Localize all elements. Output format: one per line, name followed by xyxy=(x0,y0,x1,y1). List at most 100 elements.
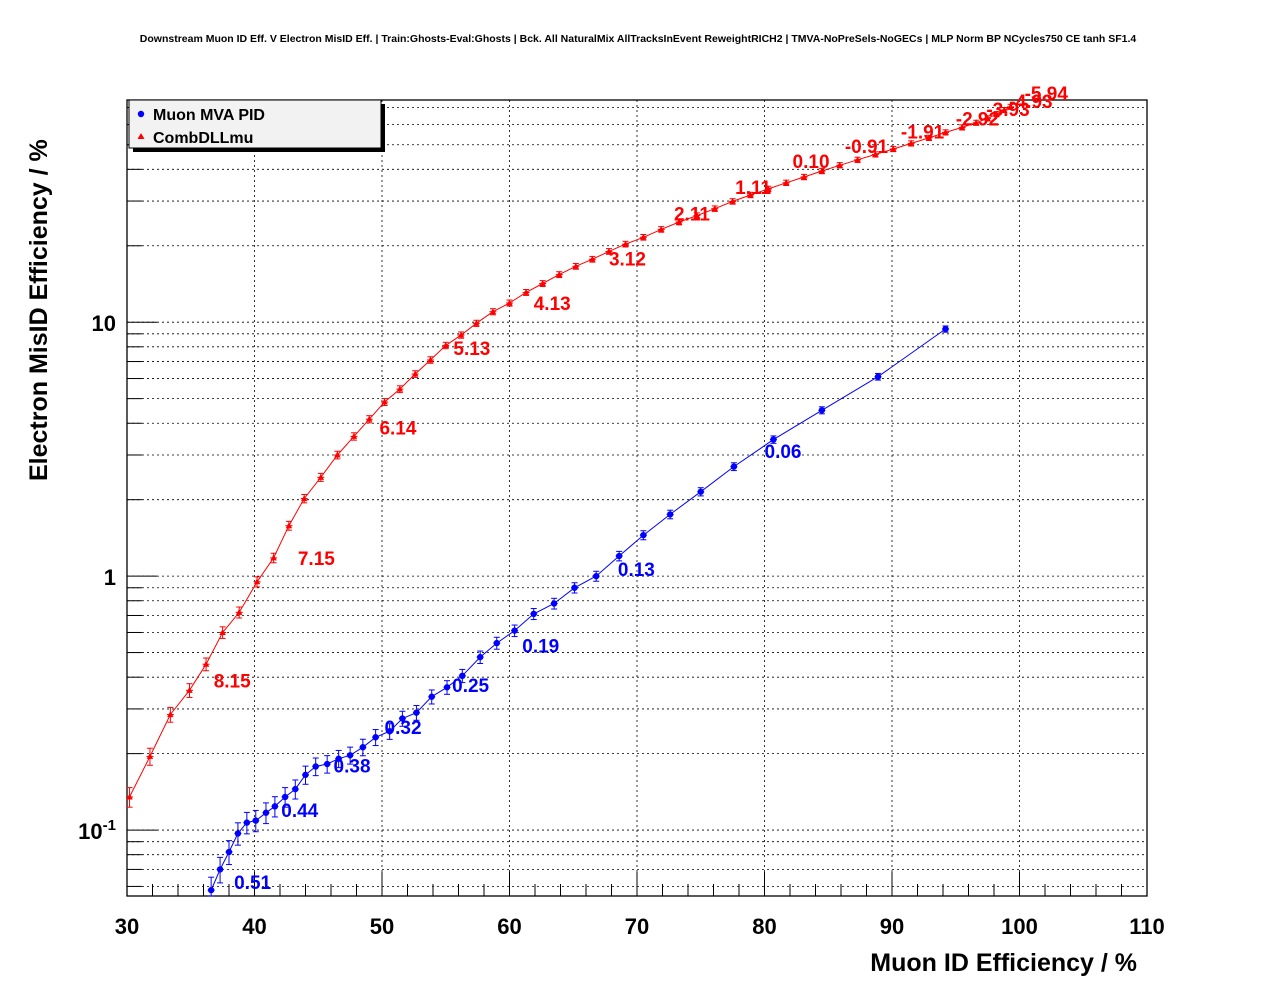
data-point-muon-mva-pid xyxy=(234,822,242,846)
legend: Muon MVA PID CombDLLmu xyxy=(128,99,385,152)
data-point-combdllmu xyxy=(555,271,563,279)
data-point-muon-mva-pid xyxy=(346,746,354,765)
data-point-muon-mva-pid xyxy=(262,802,270,825)
data-point-muon-mva-pid xyxy=(476,650,484,664)
data-point-muon-mva-pid xyxy=(281,787,289,808)
data-point-muon-mva-pid xyxy=(511,624,519,638)
point-label-muon-mva-pid: 0.44 xyxy=(281,801,318,822)
data-point-muon-mva-pid xyxy=(323,755,331,774)
data-point-combdllmu xyxy=(506,299,513,307)
point-label-combdllmu: -1.91 xyxy=(901,122,945,143)
point-labels: 0.51 0.44 0.38 0.32 0.25 0.19 0.13 0.06 8.15 7.15… xyxy=(214,84,1069,894)
data-point-combdllmu xyxy=(854,156,862,163)
data-point-combdllmu xyxy=(800,173,808,181)
data-point-combdllmu xyxy=(457,331,465,339)
data-point-muon-mva-pid xyxy=(666,509,674,520)
y-axis-title: Electron MisID Efficiency / % xyxy=(25,139,53,481)
point-label-combdllmu: 4.13 xyxy=(534,294,571,315)
data-point-combdllmu xyxy=(622,240,630,248)
data-point-combdllmu xyxy=(871,150,879,158)
legend-entry-muon-mva-pid: Muon MVA PID xyxy=(153,107,265,124)
series-line-muon-mva-pid xyxy=(210,328,946,891)
legend-entry-combdllmu: CombDLLmu xyxy=(153,130,253,147)
data-point-muon-mva-pid xyxy=(639,530,647,541)
data-point-combdllmu xyxy=(657,225,665,233)
data-point-combdllmu xyxy=(489,308,497,316)
data-point-combdllmu xyxy=(782,179,790,187)
data-point-muon-mva-pid xyxy=(458,668,466,684)
data-point-combdllmu xyxy=(126,787,134,808)
data-point-muon-mva-pid xyxy=(730,462,738,472)
data-point-combdllmu xyxy=(764,185,772,193)
data-point-muon-mva-pid xyxy=(225,840,233,866)
data-point-combdllmu xyxy=(889,145,897,153)
data-point-combdllmu xyxy=(185,683,193,698)
data-point-combdllmu xyxy=(202,657,210,672)
data-point-muon-mva-pid xyxy=(874,372,882,381)
point-label-combdllmu: -3.93 xyxy=(986,100,1029,121)
data-point-combdllmu xyxy=(539,280,547,288)
data-point-combdllmu xyxy=(984,114,992,122)
data-point-muon-mva-pid xyxy=(818,406,826,415)
data-point-combdllmu xyxy=(972,119,980,126)
data-point-combdllmu xyxy=(381,398,389,407)
data-point-combdllmu xyxy=(270,552,278,564)
data-point-combdllmu xyxy=(572,262,580,270)
point-label-combdllmu: -4.93 xyxy=(1009,92,1052,113)
data-point-combdllmu xyxy=(958,123,966,131)
data-point-muon-mva-pid xyxy=(335,749,343,769)
data-point-combdllmu xyxy=(605,247,613,255)
data-point-combdllmu xyxy=(166,706,174,723)
data-point-combdllmu xyxy=(350,432,358,441)
data-point-combdllmu xyxy=(993,110,1001,118)
data-point-combdllmu xyxy=(411,370,419,378)
data-point-muon-mva-pid xyxy=(412,705,420,721)
data-point-muon-mva-pid xyxy=(530,608,538,621)
x-tick-label: 60 xyxy=(497,914,521,939)
data-point-combdllmu xyxy=(317,472,325,482)
series-line-combdllmu xyxy=(129,106,1011,798)
point-label-muon-mva-pid: 0.51 xyxy=(234,873,271,894)
data-point-muon-mva-pid xyxy=(428,689,436,705)
data-point-combdllmu xyxy=(675,218,683,226)
data-point-combdllmu xyxy=(639,233,647,241)
point-label-muon-mva-pid: 0.32 xyxy=(385,718,422,739)
data-point-muon-mva-pid xyxy=(398,710,406,727)
data-point-muon-mva-pid xyxy=(592,570,600,582)
data-point-muon-mva-pid xyxy=(942,325,950,333)
data-point-combdllmu xyxy=(426,356,434,364)
x-tick-label: 30 xyxy=(115,914,139,939)
point-label-muon-mva-pid: 0.38 xyxy=(334,757,371,778)
data-point-muon-mva-pid xyxy=(443,680,451,695)
data-point-combdllmu xyxy=(333,450,341,460)
data-point-combdllmu xyxy=(693,212,701,219)
data-point-muon-mva-pid xyxy=(493,636,501,650)
point-label-combdllmu: 8.15 xyxy=(214,671,251,692)
data-point-muon-mva-pid xyxy=(386,723,394,740)
data-point-combdllmu xyxy=(729,197,737,205)
point-label-combdllmu: -5.94 xyxy=(1025,84,1069,105)
point-label-combdllmu: 7.15 xyxy=(298,549,335,570)
data-point-combdllmu xyxy=(396,385,404,394)
y-tick-labels: 10-1 1 10 xyxy=(78,311,116,844)
chart-title: Downstream Muon ID Eff. V Electron MisID… xyxy=(139,33,1137,45)
data-point-combdllmu xyxy=(942,128,950,136)
data-point-combdllmu xyxy=(300,494,308,504)
point-label-combdllmu: 5.13 xyxy=(453,339,490,360)
y-tick-label: 10 xyxy=(92,311,116,336)
data-point-muon-mva-pid xyxy=(697,487,705,497)
data-point-combdllmu xyxy=(925,134,933,141)
x-tick-label: 110 xyxy=(1129,914,1165,939)
data-point-muon-mva-pid xyxy=(207,876,215,897)
grid-lines xyxy=(127,100,1147,896)
point-label-combdllmu: 3.12 xyxy=(609,249,646,270)
point-label-combdllmu: -0.91 xyxy=(845,137,889,158)
x-tick-label: 90 xyxy=(880,914,904,939)
data-point-combdllmu xyxy=(522,288,530,296)
x-tick-label: 70 xyxy=(625,914,649,939)
data-point-muon-mva-pid xyxy=(372,729,380,747)
x-tick-labels: 30 40 50 60 70 80 90 100 110 xyxy=(115,914,1165,939)
data-point-combdllmu xyxy=(711,205,719,212)
data-point-muon-mva-pid xyxy=(615,550,623,562)
